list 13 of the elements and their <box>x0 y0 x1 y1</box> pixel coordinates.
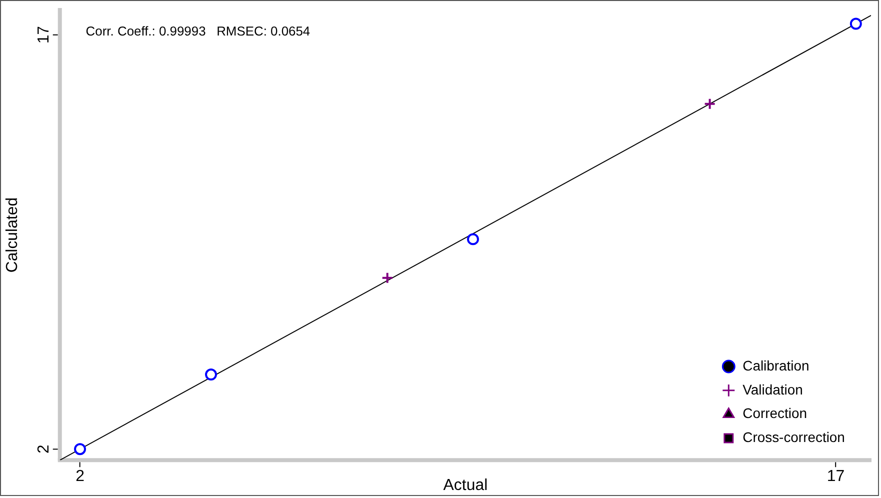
legend-label: Cross-correction <box>742 429 845 446</box>
point <box>74 443 86 456</box>
point <box>205 368 217 381</box>
point <box>704 98 716 110</box>
annotation: Corr. Coeff.: 0.99993 RMSEC: 0.0654 <box>86 23 310 38</box>
point <box>381 272 394 284</box>
legend-label: Correction <box>742 405 807 422</box>
legend-label: Validation <box>742 381 803 398</box>
point <box>850 18 862 30</box>
y-axis-title: Calculated <box>4 197 21 273</box>
x-axis-title: Actual <box>443 476 488 494</box>
point <box>467 233 479 246</box>
legend-label: Calibration <box>742 357 810 374</box>
